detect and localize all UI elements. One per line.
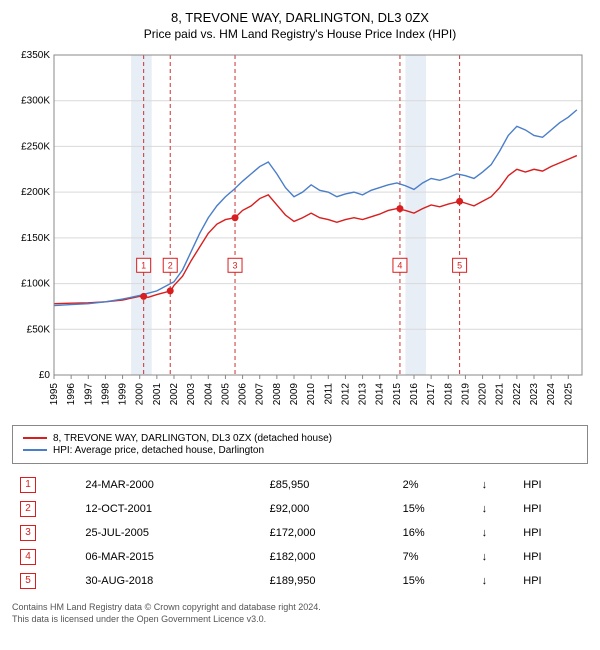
svg-text:2020: 2020 (478, 382, 489, 405)
event-pct: 15% (397, 570, 474, 592)
svg-text:1995: 1995 (49, 382, 60, 405)
svg-text:2011: 2011 (323, 382, 334, 404)
svg-text:£50K: £50K (27, 324, 51, 335)
event-row: 2 12-OCT-2001£92,00015%↓HPI (14, 498, 586, 520)
svg-text:2: 2 (168, 261, 173, 271)
event-price: £189,950 (264, 570, 395, 592)
event-price: £85,950 (264, 474, 395, 496)
event-pct: 2% (397, 474, 474, 496)
event-marker-box: 2 (20, 501, 36, 517)
svg-text:2007: 2007 (255, 382, 266, 405)
svg-text:4: 4 (397, 261, 402, 271)
event-marker-box: 4 (20, 549, 36, 565)
legend-item-series-1: 8, TREVONE WAY, DARLINGTON, DL3 0ZX (det… (23, 433, 577, 444)
svg-text:2019: 2019 (460, 382, 471, 405)
svg-text:2001: 2001 (152, 382, 163, 405)
event-pct: 16% (397, 522, 474, 544)
svg-text:2016: 2016 (409, 382, 420, 405)
event-pct: 15% (397, 498, 474, 520)
event-vs: HPI (517, 522, 586, 544)
event-arrow: ↓ (476, 522, 516, 544)
svg-text:2006: 2006 (238, 382, 249, 405)
svg-text:£200K: £200K (21, 187, 50, 198)
event-date: 25-JUL-2005 (79, 522, 261, 544)
event-date: 30-AUG-2018 (79, 570, 261, 592)
event-arrow: ↓ (476, 498, 516, 520)
svg-text:£0: £0 (39, 370, 51, 381)
event-pct: 7% (397, 546, 474, 568)
event-row: 1 24-MAR-2000£85,9502%↓HPI (14, 474, 586, 496)
event-arrow: ↓ (476, 474, 516, 496)
svg-text:2022: 2022 (512, 382, 523, 405)
legend: 8, TREVONE WAY, DARLINGTON, DL3 0ZX (det… (12, 425, 588, 464)
events-table: 124-MAR-2000£85,9502%↓HPI212-OCT-2001£92… (12, 472, 588, 594)
legend-label: HPI: Average price, detached house, Darl… (53, 445, 264, 456)
svg-text:2013: 2013 (358, 382, 369, 405)
event-date: 24-MAR-2000 (79, 474, 261, 496)
svg-text:2010: 2010 (306, 382, 317, 405)
event-price: £172,000 (264, 522, 395, 544)
event-vs: HPI (517, 546, 586, 568)
event-vs: HPI (517, 498, 586, 520)
svg-text:1997: 1997 (83, 382, 94, 405)
event-date: 12-OCT-2001 (79, 498, 261, 520)
event-date: 06-MAR-2015 (79, 546, 261, 568)
event-arrow: ↓ (476, 570, 516, 592)
svg-text:2017: 2017 (426, 382, 437, 405)
svg-text:1996: 1996 (66, 382, 77, 405)
svg-text:2009: 2009 (289, 382, 300, 405)
svg-text:2014: 2014 (375, 382, 386, 405)
chart-title: 8, TREVONE WAY, DARLINGTON, DL3 0ZX (12, 10, 588, 27)
legend-label: 8, TREVONE WAY, DARLINGTON, DL3 0ZX (det… (53, 433, 332, 444)
svg-text:2025: 2025 (563, 382, 574, 405)
svg-text:2008: 2008 (272, 382, 283, 405)
event-marker-box: 3 (20, 525, 36, 541)
svg-text:1999: 1999 (118, 382, 129, 405)
event-vs: HPI (517, 474, 586, 496)
svg-text:2005: 2005 (220, 382, 231, 405)
event-price: £92,000 (264, 498, 395, 520)
svg-text:2021: 2021 (495, 382, 506, 405)
svg-text:£150K: £150K (21, 233, 50, 244)
event-vs: HPI (517, 570, 586, 592)
svg-text:2003: 2003 (186, 382, 197, 405)
svg-text:2002: 2002 (169, 382, 180, 405)
event-row: 4 06-MAR-2015£182,0007%↓HPI (14, 546, 586, 568)
svg-text:2024: 2024 (546, 382, 557, 405)
chart-area: £0 £50K £100K £150K £200K £250K £300K £350K 1 2 3 4… (12, 49, 588, 419)
svg-text:1: 1 (141, 261, 146, 271)
svg-text:2004: 2004 (203, 382, 214, 405)
svg-text:2000: 2000 (135, 382, 146, 405)
event-marker-box: 1 (20, 477, 36, 493)
svg-text:£300K: £300K (21, 96, 50, 107)
event-row: 5 30-AUG-2018£189,95015%↓HPI (14, 570, 586, 592)
svg-text:£350K: £350K (21, 50, 50, 61)
footer-text: Contains HM Land Registry data © Crown c… (12, 602, 588, 625)
legend-item-series-2: HPI: Average price, detached house, Darl… (23, 445, 577, 456)
event-price: £182,000 (264, 546, 395, 568)
svg-text:2015: 2015 (392, 382, 403, 405)
svg-text:2023: 2023 (529, 382, 540, 405)
event-arrow: ↓ (476, 546, 516, 568)
svg-text:1998: 1998 (100, 382, 111, 405)
svg-text:2012: 2012 (340, 382, 351, 405)
event-marker-box: 5 (20, 573, 36, 589)
svg-text:5: 5 (457, 261, 462, 271)
svg-text:3: 3 (233, 261, 238, 271)
svg-text:2018: 2018 (443, 382, 454, 405)
event-row: 3 25-JUL-2005£172,00016%↓HPI (14, 522, 586, 544)
chart-subtitle: Price paid vs. HM Land Registry's House … (12, 27, 588, 41)
svg-text:£100K: £100K (21, 278, 50, 289)
svg-text:£250K: £250K (21, 141, 50, 152)
